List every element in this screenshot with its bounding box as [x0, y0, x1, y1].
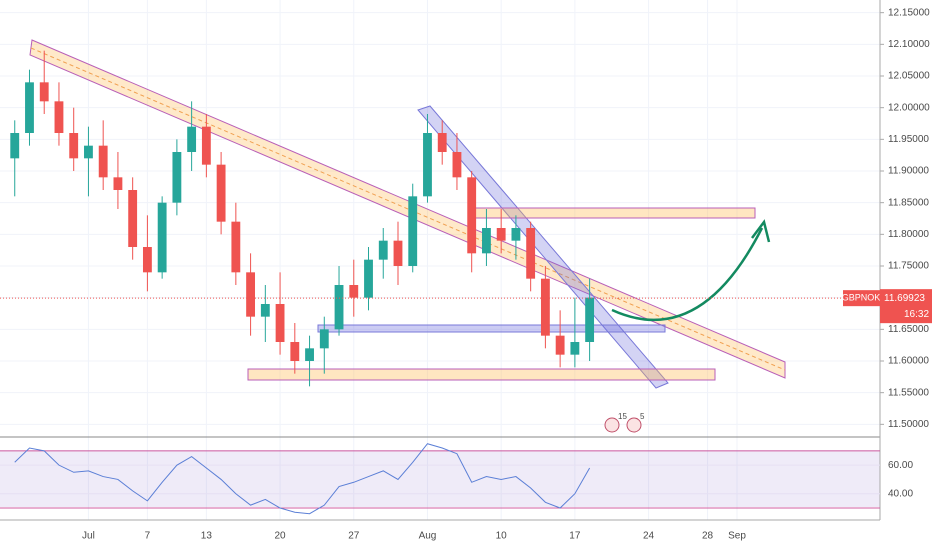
candle-body [452, 152, 462, 178]
candle-body [408, 196, 418, 266]
candle-body [246, 272, 256, 317]
countdown: 16:32 [904, 309, 929, 320]
candle-body [201, 126, 211, 165]
y-tick-label: 12.10000 [888, 39, 930, 50]
rsi-tick-label: 40.00 [888, 488, 913, 499]
events: 15 5 [604, 412, 645, 433]
candle-body [570, 342, 580, 355]
rsi-line [14, 443, 591, 515]
symbol-box [843, 290, 880, 307]
y-tick-label: 11.50000 [888, 419, 929, 430]
event-icon [626, 417, 642, 433]
candle-body [25, 82, 34, 133]
x-tick-label: 20 [275, 531, 287, 542]
event-count: 5 [640, 412, 645, 421]
x-tick-label: 28 [702, 531, 714, 542]
candle-body [496, 228, 506, 241]
candle-body [305, 348, 314, 361]
channel-mid [30, 47, 786, 371]
candle-body [260, 304, 270, 317]
candle-body [467, 177, 477, 254]
candle-body [482, 228, 491, 254]
candle-body [437, 133, 447, 152]
candle-body [84, 145, 93, 159]
event-count: 15 [618, 412, 627, 421]
candle-body [231, 221, 241, 273]
candle-body [54, 101, 64, 133]
y-tick-label: 11.90000 [888, 166, 929, 177]
arrow-head [751, 219, 771, 243]
candle-body [423, 133, 432, 197]
symbol-label: GBPNOK [842, 293, 881, 303]
rsi-band [0, 450, 880, 507]
candle-body [378, 240, 388, 260]
y-tick-label: 11.60000 [888, 356, 929, 367]
resistance-zone [474, 207, 756, 219]
candle-body [172, 152, 182, 203]
candles [10, 50, 595, 387]
last-price-label: 11.69923 [884, 293, 925, 304]
x-tick-label: 10 [496, 531, 508, 542]
candle-body [98, 145, 108, 178]
event-icon [604, 417, 620, 433]
price-box [880, 289, 932, 324]
x-tick-label: 27 [348, 531, 360, 542]
candle-body [216, 164, 226, 222]
candle-body [511, 228, 521, 241]
x-tick-label: 13 [201, 531, 213, 542]
steep-channel [417, 105, 669, 389]
candle-body [290, 342, 300, 361]
x-tick-label: Sep [728, 531, 746, 542]
candle-body [142, 247, 152, 273]
candle-body [349, 285, 359, 298]
support-zone [317, 324, 666, 333]
y-tick-label: 11.65000 [888, 324, 929, 335]
candle-body [526, 228, 536, 279]
candle-body [187, 126, 197, 152]
x-tick-label: 24 [643, 531, 655, 542]
candle-body [39, 82, 49, 102]
forecast-arrow [611, 227, 764, 322]
x-tick-label: 7 [145, 531, 151, 542]
y-tick-label: 12.00000 [888, 102, 930, 113]
candle-body [319, 329, 329, 349]
candle-body [69, 133, 79, 159]
y-tick-label: 11.75000 [888, 261, 929, 272]
candle-body [113, 177, 123, 190]
x-tick-label: 17 [569, 531, 581, 542]
rsi-tick-label: 60.00 [888, 460, 913, 471]
x-tick-label: Aug [419, 531, 437, 542]
candle-body [128, 190, 138, 247]
y-tick-label: 11.55000 [888, 387, 929, 398]
candle-body [555, 335, 565, 355]
candle-body [275, 304, 285, 342]
x-tick-label: Jul [82, 531, 95, 542]
candle-body [393, 240, 403, 266]
candle-body [585, 297, 595, 342]
candle-body [364, 259, 373, 298]
y-tick-label: 12.15000 [888, 7, 930, 18]
candle-body [540, 278, 550, 336]
candle-body [10, 133, 20, 159]
candle-body [157, 202, 167, 273]
y-tick-label: 11.85000 [888, 197, 929, 208]
y-tick-label: 12.05000 [888, 71, 930, 82]
candle-body [334, 285, 344, 330]
bottom-zone [247, 368, 716, 381]
y-tick-label: 11.95000 [888, 134, 929, 145]
y-tick-label: 11.80000 [888, 229, 929, 240]
